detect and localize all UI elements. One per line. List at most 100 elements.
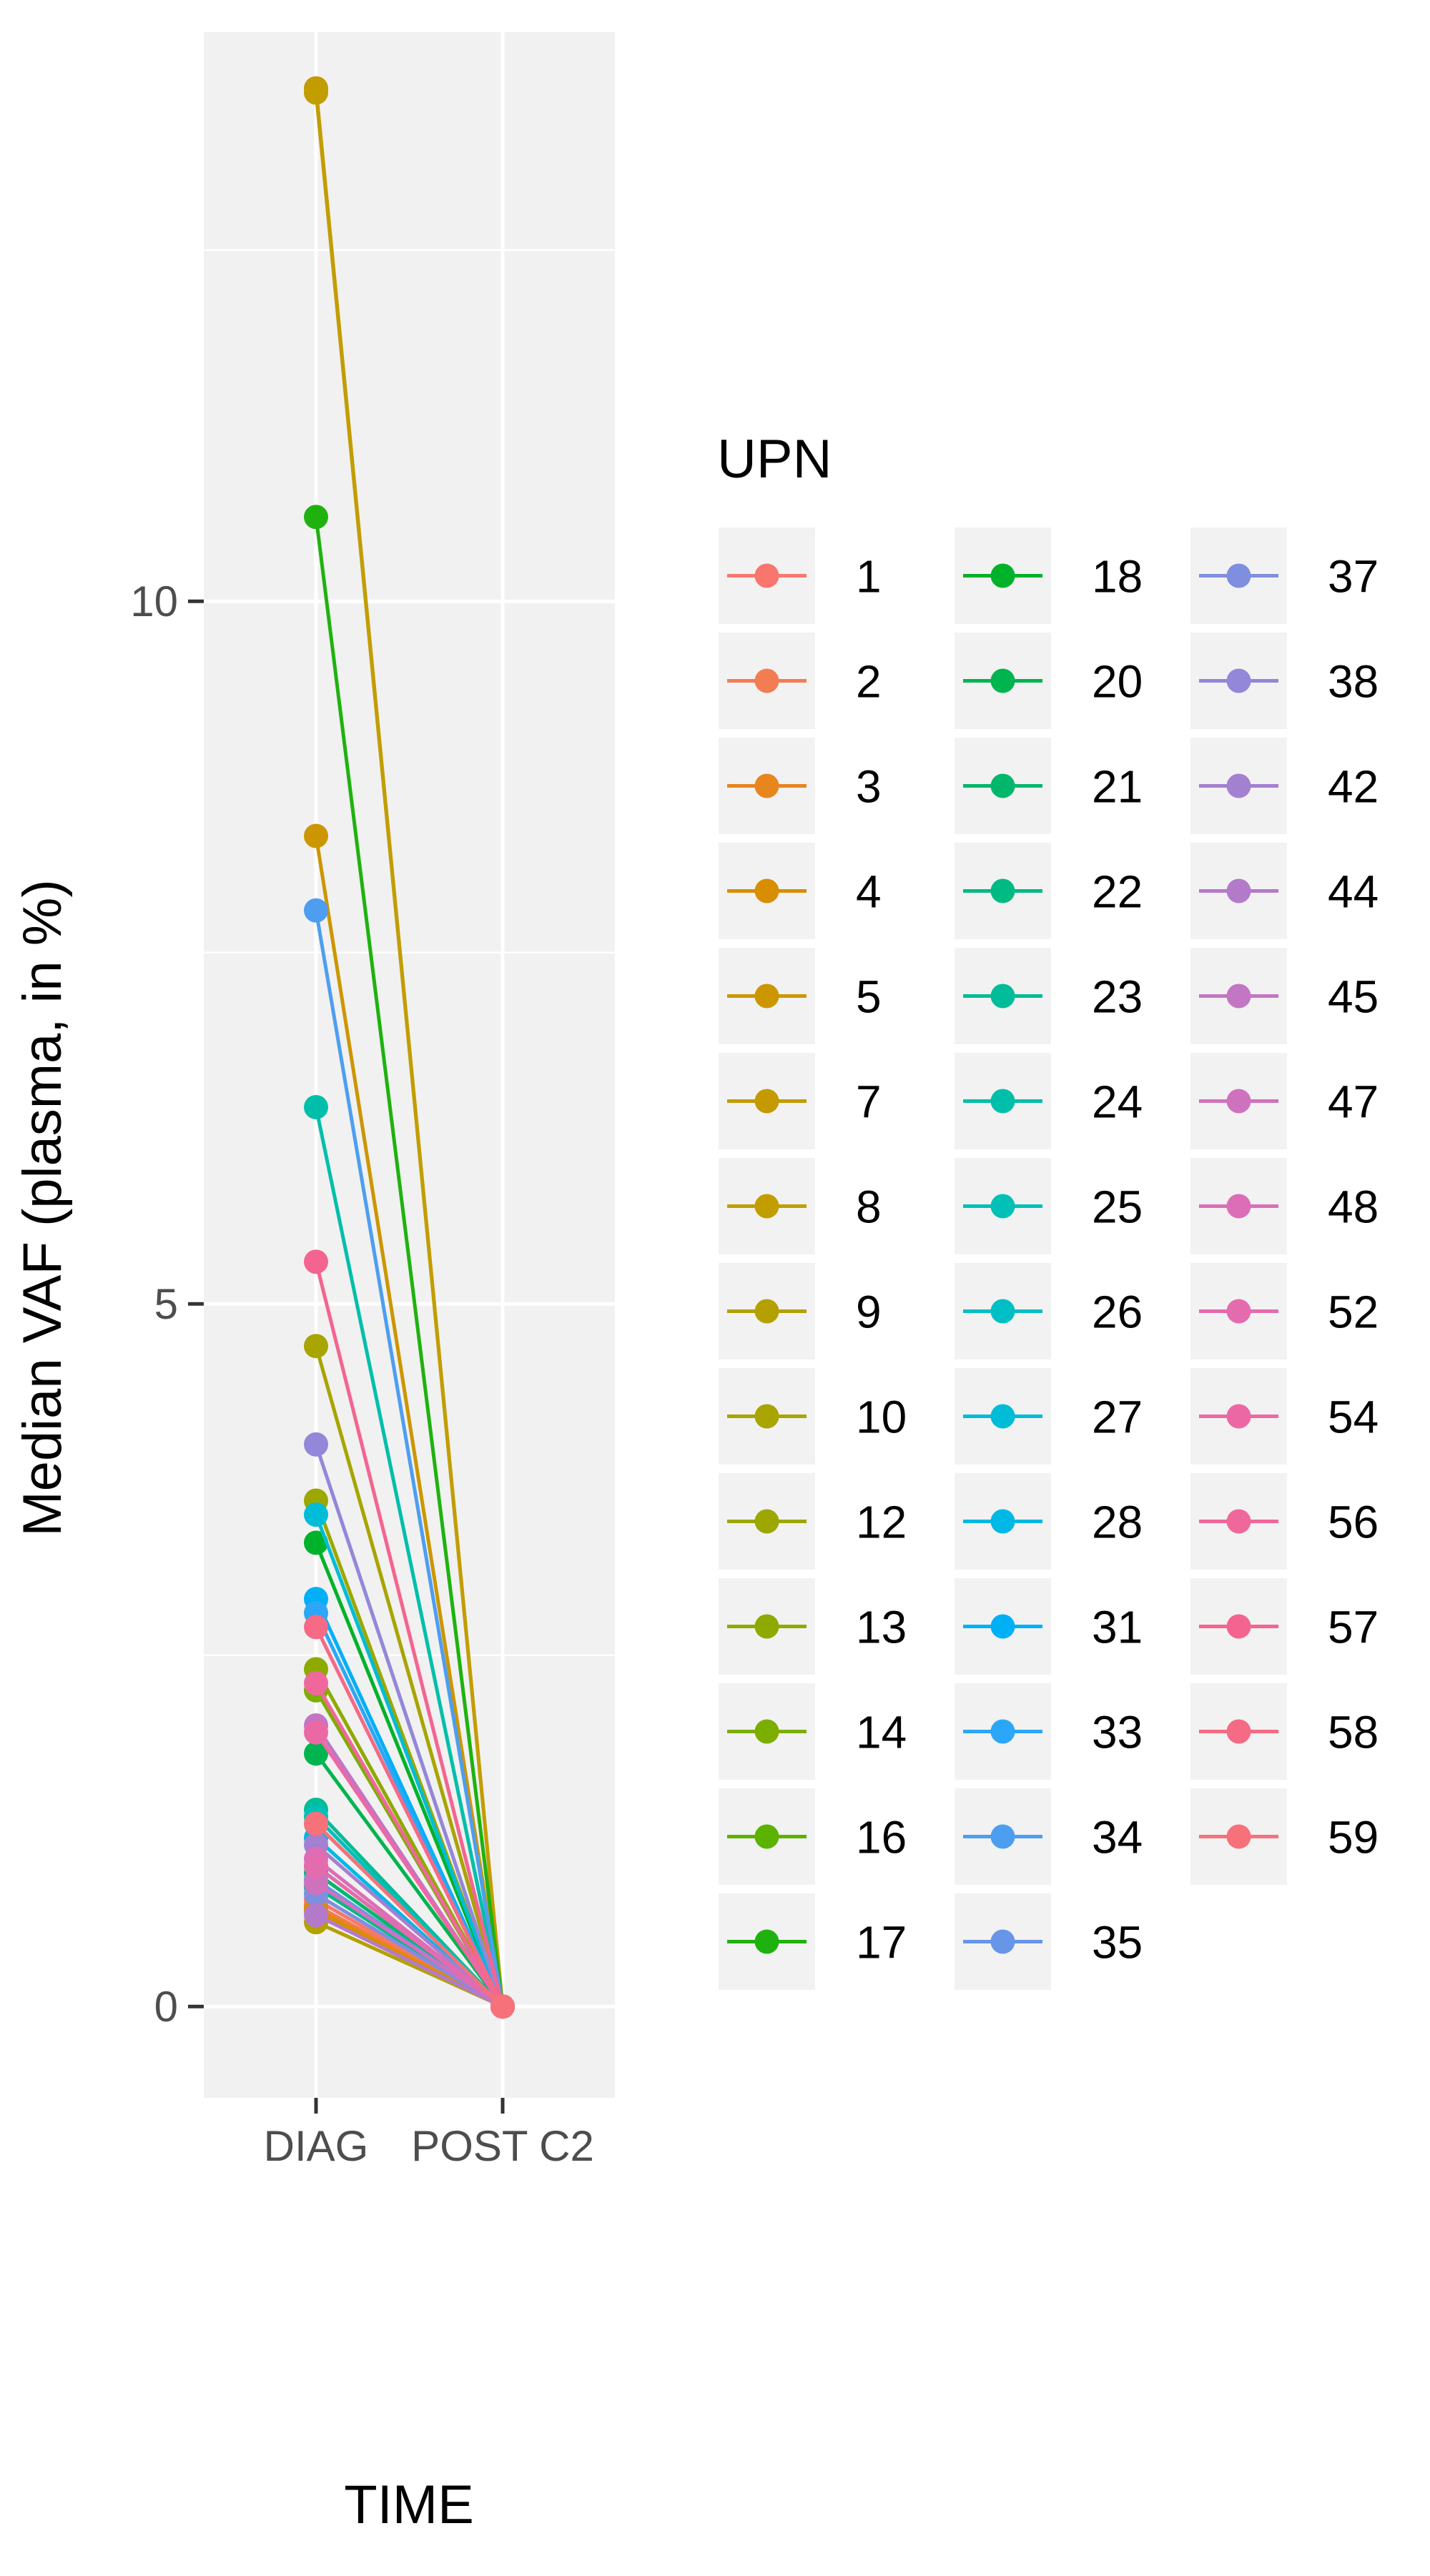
series-line: [315, 1843, 504, 2008]
legend-item: 58: [1190, 1683, 1379, 1780]
legend-key-point: [990, 1614, 1015, 1639]
legend-item: 27: [955, 1368, 1143, 1465]
series-line: [314, 1514, 505, 2008]
legend-key-point: [990, 1299, 1015, 1324]
legend-item: 28: [955, 1473, 1143, 1570]
legend-key-point: [990, 878, 1015, 903]
legend-key-point: [1226, 1194, 1251, 1219]
legend-key-point: [990, 1089, 1015, 1114]
legend-label: 27: [1092, 1392, 1143, 1443]
legend-item: 26: [955, 1263, 1143, 1359]
legend-label: 9: [856, 1287, 882, 1338]
legend-key-point: [754, 563, 779, 588]
x-tick-label: POST C2: [411, 2122, 594, 2170]
y-axis-label: Median VAF (plasma, in %): [12, 879, 73, 1536]
series-line: [314, 1106, 505, 2007]
legend-item: 13: [719, 1578, 907, 1675]
legend-item: 45: [1190, 948, 1379, 1044]
series-group: [304, 76, 515, 2019]
legend-label: 33: [1092, 1707, 1143, 1758]
data-point: [304, 1334, 328, 1359]
legend-key-point: [1226, 878, 1251, 903]
legend-label: 45: [1328, 971, 1379, 1023]
legend-key-point: [990, 1929, 1015, 1954]
data-point: [304, 80, 328, 105]
legend-item: 10: [719, 1368, 907, 1465]
legend-label: 25: [1092, 1182, 1143, 1233]
legend-item: 16: [719, 1788, 907, 1885]
legend-key-point: [1226, 984, 1251, 1009]
legend-key-point: [990, 1194, 1015, 1219]
legend-key-point: [990, 1719, 1015, 1744]
data-point: [304, 1811, 328, 1836]
legend-label: 47: [1328, 1076, 1379, 1128]
legend-label: 20: [1092, 656, 1143, 708]
legend-key-point: [990, 1509, 1015, 1534]
legend-key-point: [1226, 1509, 1251, 1534]
legend-label: 18: [1092, 551, 1143, 603]
series-line: [314, 1731, 505, 2008]
legend-key-point: [754, 773, 779, 798]
legend-item: 12: [719, 1473, 907, 1570]
legend-item: 24: [955, 1053, 1143, 1149]
series-line: [315, 1864, 504, 2008]
legend-label: 52: [1328, 1287, 1379, 1338]
legend-item: 33: [955, 1683, 1143, 1780]
legend-item: 3: [719, 738, 882, 834]
legend-key-point: [990, 773, 1015, 798]
legend-label: 35: [1092, 1917, 1143, 1968]
legend-key-point: [754, 1824, 779, 1849]
legend-item: 21: [955, 738, 1143, 834]
series-line: [314, 836, 505, 2007]
legend-item: 31: [955, 1578, 1143, 1675]
legend-label: 2: [856, 656, 882, 708]
legend-item: 57: [1190, 1578, 1379, 1675]
legend-key-point: [754, 1929, 779, 1954]
series-line: [314, 1345, 505, 2007]
legend-item: 8: [719, 1158, 882, 1254]
legend-item: 17: [719, 1893, 907, 1990]
legend-label: 13: [856, 1602, 907, 1653]
legend-label: 10: [856, 1392, 907, 1443]
legend-label: 7: [856, 1076, 882, 1128]
legend-key-point: [1226, 1614, 1251, 1639]
data-point: [304, 1741, 328, 1766]
legend-key-point: [1226, 1089, 1251, 1114]
legend-key-point: [1226, 563, 1251, 588]
legend: 1234578910121314161718202122232425262728…: [719, 527, 1379, 1990]
legend-label: 8: [856, 1182, 882, 1233]
data-point: [304, 1853, 328, 1878]
legend-item: 20: [955, 633, 1143, 729]
legend-key-point: [754, 1614, 779, 1639]
legend-item: 42: [1190, 738, 1379, 834]
data-point: [304, 823, 328, 848]
legend-key-point: [990, 984, 1015, 1009]
series-line: [314, 910, 505, 2007]
legend-key-point: [754, 984, 779, 1009]
series-line: [315, 1913, 504, 2008]
legend-key-point: [1226, 1404, 1251, 1429]
legend-label: 57: [1328, 1602, 1379, 1653]
legend-item: 9: [719, 1263, 882, 1359]
legend-label: 58: [1328, 1707, 1379, 1758]
data-point: [304, 505, 328, 530]
data-point: [304, 1903, 328, 1928]
legend-key-point: [754, 878, 779, 903]
legend-label: 54: [1328, 1392, 1379, 1443]
series-line: [314, 92, 505, 2007]
legend-label: 34: [1092, 1812, 1143, 1863]
legend-key-point: [754, 1404, 779, 1429]
y-tick-label: 10: [130, 578, 178, 625]
legend-label: 31: [1092, 1602, 1143, 1653]
series-line: [314, 516, 505, 2007]
legend-item: 54: [1190, 1368, 1379, 1465]
legend-item: 59: [1190, 1788, 1379, 1885]
legend-label: 1: [856, 551, 882, 603]
legend-item: 2: [719, 633, 882, 729]
legend-key-point: [990, 563, 1015, 588]
legend-label: 37: [1328, 551, 1379, 603]
legend-key-point: [990, 1404, 1015, 1429]
legend-key-point: [1226, 773, 1251, 798]
data-point: [304, 1720, 328, 1745]
